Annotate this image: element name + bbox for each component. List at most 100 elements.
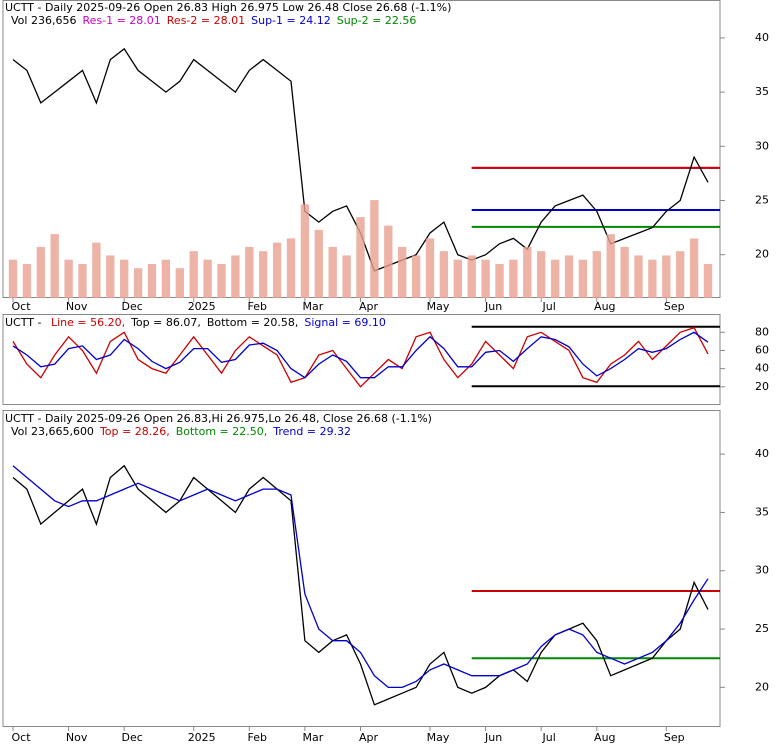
y-tick-label: 25	[755, 622, 769, 635]
x-tick-label: May	[427, 300, 450, 313]
series-line	[12, 326, 709, 388]
header-label: Bottom = 20.58,	[207, 316, 299, 329]
volume-bar	[550, 259, 560, 298]
y-tick-label: 30	[755, 564, 769, 577]
volume-bar	[453, 259, 462, 298]
x-tick-label: 2025	[188, 300, 216, 313]
volume-bar	[259, 251, 268, 298]
x-tick-label: Sep	[664, 731, 685, 744]
volume-bar	[676, 251, 685, 298]
trend-panel	[2, 410, 721, 727]
x-tick-label: Aug	[594, 731, 615, 744]
y-tick-label: 80	[755, 325, 769, 338]
y-tick-label: 35	[755, 85, 769, 98]
series-line	[12, 464, 709, 706]
volume-bar	[175, 268, 184, 298]
x-tick-label: Nov	[66, 300, 88, 313]
x-tick-label: Mar	[303, 300, 324, 313]
x-tick-label: Oct	[11, 300, 31, 313]
x-tick-label: Dec	[122, 300, 143, 313]
volume-bar	[606, 234, 615, 298]
header-title: UCTT - Daily 2025-09-26 Open 26.83,Hi 26…	[5, 412, 432, 425]
x-tick-label: Oct	[11, 731, 31, 744]
y-tick-label: 35	[755, 505, 769, 518]
header-label: Vol 23,665,600	[11, 425, 94, 438]
volume-bar	[286, 238, 296, 298]
header-label: Line = 56.20,	[51, 316, 125, 329]
header-label: Vol 236,656	[11, 14, 76, 27]
x-tick-label: Jul	[542, 731, 556, 744]
x-tick-label: May	[427, 731, 450, 744]
y-tick-label: 40	[755, 31, 769, 44]
volume-bar	[370, 200, 379, 298]
header-label: Sup-1 = 24.12	[251, 14, 331, 27]
volume-bar	[398, 246, 407, 298]
header-label: Sup-2 = 22.56	[337, 14, 417, 27]
volume-bar	[189, 251, 198, 298]
volume-bar	[217, 263, 226, 298]
volume-bar	[467, 255, 476, 298]
volume-bar	[662, 255, 671, 298]
oscillator-panel	[2, 314, 721, 405]
volume-bar	[411, 255, 421, 298]
volume-bar	[592, 251, 601, 298]
volume-bar	[703, 263, 713, 298]
volume-bar	[523, 246, 532, 298]
y-tick-label: 20	[755, 380, 769, 393]
series-line	[12, 465, 709, 689]
panel-header: UCTT - Daily 2025-09-26 Open 26.83,Hi 26…	[5, 412, 432, 425]
volume-bar	[439, 251, 449, 298]
volume-bar	[92, 242, 101, 298]
y-tick-label: 40	[755, 447, 769, 460]
volume-bar	[509, 259, 518, 298]
series-line	[12, 331, 709, 379]
volume-bar	[50, 234, 59, 298]
volume-bar	[8, 259, 18, 298]
y-tick-label: 20	[755, 248, 769, 261]
x-tick-label: Apr	[359, 300, 379, 313]
volume-bar	[78, 263, 87, 298]
volume-bar	[620, 246, 629, 298]
panel-header: Vol 23,665,600 Top = 28.26, Bottom = 22.50…	[11, 425, 351, 438]
volume-bar	[356, 217, 365, 298]
y-tick-label: 30	[755, 139, 769, 152]
volume-bar	[564, 255, 574, 298]
volume-bar	[689, 238, 699, 298]
x-tick-label: Dec	[122, 731, 143, 744]
x-tick-label: Jun	[484, 731, 502, 744]
header-label: Bottom = 22.50,	[176, 425, 268, 438]
volume-bar	[648, 259, 657, 298]
volume-bar	[106, 255, 115, 298]
volume-bar	[120, 259, 129, 298]
header-label: Top = 28.26,	[99, 425, 170, 438]
x-tick-label: Sep	[664, 300, 685, 313]
volume-bar	[203, 259, 212, 298]
y-tick-label: 40	[755, 362, 769, 375]
header-title: UCTT - Daily 2025-09-26 Open 26.83 High …	[5, 1, 451, 14]
x-tick-label: Jun	[484, 300, 502, 313]
volume-bar	[161, 259, 171, 298]
header-label: Res-1 = 28.01	[82, 14, 160, 27]
volume-bar	[133, 268, 143, 298]
y-tick-label: 20	[755, 680, 769, 693]
x-tick-label: Feb	[248, 300, 267, 313]
volume-bar	[231, 255, 240, 298]
x-tick-label: Mar	[303, 731, 324, 744]
header-label: Trend = 29.32	[272, 425, 351, 438]
volume-bar	[314, 229, 323, 298]
volume-bar	[36, 246, 45, 298]
y-tick-label: 25	[755, 193, 769, 206]
volume-bar	[495, 263, 504, 298]
volume-bar	[634, 255, 643, 298]
header-label: Signal = 69.10	[304, 316, 386, 329]
volume-bar	[425, 238, 435, 298]
y-tick-label: 60	[755, 343, 769, 356]
volume-bar	[537, 251, 546, 298]
panel-header: UCTT - Line = 56.20, Top = 86.07, Bottom =…	[5, 316, 386, 329]
x-tick-label: Apr	[359, 731, 379, 744]
volume-bar	[384, 225, 393, 298]
volume-bar	[64, 259, 73, 298]
volume-bar	[272, 242, 282, 298]
volume-bar	[245, 246, 254, 298]
